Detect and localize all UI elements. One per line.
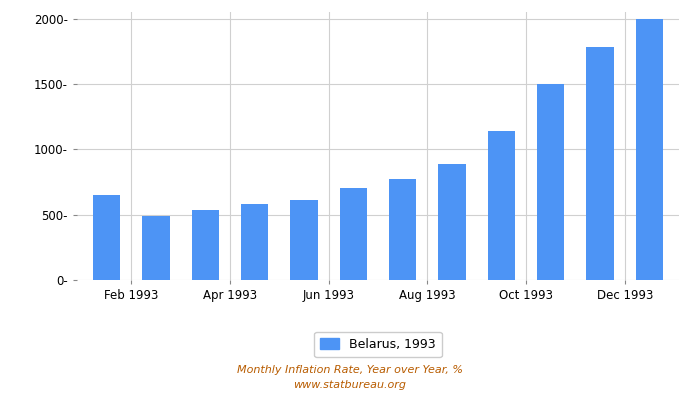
Bar [241,204,268,280]
Bar [192,210,219,280]
Bar [636,18,663,280]
Bar [488,131,515,280]
Legend: Belarus, 1993: Belarus, 1993 [314,332,442,357]
Bar [93,195,120,280]
Bar [290,200,318,280]
Bar [340,188,367,280]
Bar [587,47,614,280]
Text: www.statbureau.org: www.statbureau.org [293,380,407,390]
Text: Monthly Inflation Rate, Year over Year, %: Monthly Inflation Rate, Year over Year, … [237,365,463,375]
Bar [142,216,169,280]
Bar [537,84,564,280]
Bar [438,164,466,280]
Bar [389,179,416,280]
